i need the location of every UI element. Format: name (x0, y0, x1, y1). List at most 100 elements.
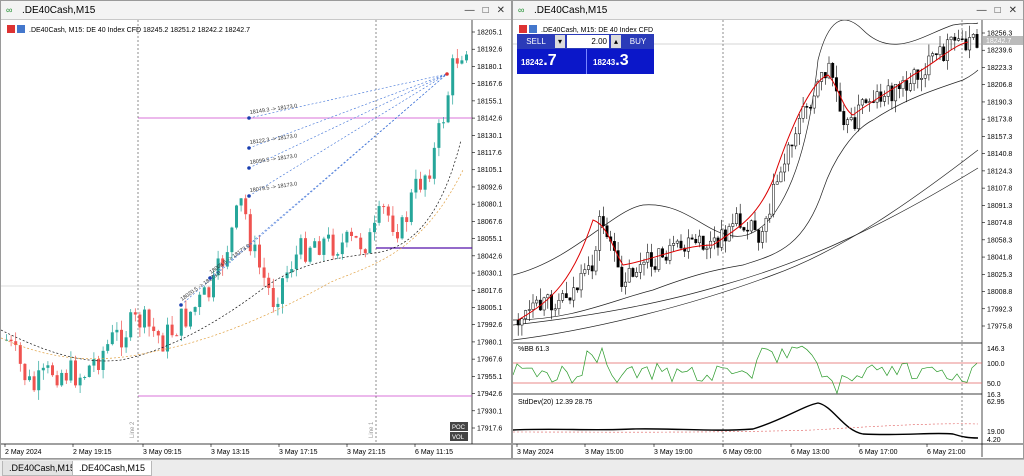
right-chart-svg[interactable]: .DE40Cash, M15: DE 40 Index CFD 18256.31… (512, 19, 1023, 458)
candle (661, 248, 664, 258)
sell-price[interactable]: 18242.7 (521, 52, 557, 70)
target-fan-line (248, 73, 448, 197)
candle (106, 344, 110, 351)
price-tick-label: 18055.1 (477, 236, 502, 243)
right-chart-window[interactable]: ∞ .DE40Cash,M15 — □ ✕ .DE40Cash, M15: DE… (512, 0, 1024, 459)
candle (244, 198, 248, 215)
indicator-icon (519, 25, 527, 33)
candle (336, 254, 340, 256)
time-tick-label: 6 May 13:00 (791, 449, 830, 456)
left-chart-window[interactable]: ∞ .DE40Cash,M15 — □ ✕ .DE40Cash, M15: DE… (0, 0, 512, 459)
candle (646, 252, 650, 263)
chart-tab-active[interactable]: .DE40Cash,M15 (72, 461, 153, 476)
window-controls[interactable]: — □ ✕ (465, 5, 505, 16)
candle (550, 294, 553, 311)
target-point[interactable] (208, 276, 212, 280)
vol-label: VOL (452, 435, 465, 441)
stddev-tick-label: 62.95 (987, 399, 1005, 406)
candle (442, 122, 445, 124)
close-icon[interactable]: ✕ (1008, 4, 1017, 16)
candle (838, 90, 842, 112)
candle (345, 231, 349, 243)
price-tick-label: 18017.6 (477, 288, 502, 295)
chart-tab[interactable]: .DE40Cash,M15 (2, 461, 83, 476)
candle (531, 302, 535, 310)
poc-button[interactable] (450, 422, 468, 431)
current-price-tag (983, 36, 1023, 45)
minimize-icon[interactable]: — (464, 4, 475, 16)
candle (437, 123, 441, 148)
candle (772, 183, 775, 215)
time-tick-label: 3 May 17:15 (279, 449, 318, 456)
price-tick-label: 17992.3 (987, 306, 1012, 313)
candle (575, 287, 579, 291)
candle (239, 198, 243, 206)
target-point[interactable] (179, 303, 183, 307)
candle (938, 46, 942, 56)
maximize-icon[interactable]: □ (994, 4, 1001, 16)
price-tick-label: 18239.6 (987, 48, 1012, 55)
candle (783, 163, 787, 173)
candle (87, 365, 91, 378)
left-window-titlebar[interactable]: ∞ .DE40Cash,M15 — □ ✕ (1, 1, 511, 20)
price-tick-label: 18173.8 (987, 117, 1012, 124)
candle (805, 106, 809, 108)
candle (382, 206, 386, 208)
candle (41, 367, 45, 371)
volume-down-icon[interactable]: ▾ (555, 35, 565, 48)
close-icon[interactable]: ✕ (496, 4, 505, 16)
price-tick-label: 17917.6 (477, 426, 502, 433)
target-price-point (445, 72, 449, 76)
candle (28, 376, 31, 381)
candle (864, 99, 868, 103)
poc-label: POC (452, 425, 466, 431)
candle (161, 335, 165, 352)
target-point[interactable] (247, 146, 251, 150)
candle (359, 237, 363, 250)
candle (557, 300, 561, 309)
price-tick-label: 18124.3 (987, 168, 1012, 175)
bb-axis: 146.3 100.0 50.0 16.3 (987, 346, 1005, 399)
candle (516, 319, 520, 326)
candle (124, 337, 128, 348)
one-click-trade-panel[interactable]: SELL ▾ 2.00 ▴ BUY 18242.7 18243.3 (517, 34, 654, 74)
candle (746, 229, 750, 232)
buy-price[interactable]: 18243.3 (593, 52, 629, 70)
price-tick-label: 18025.3 (987, 272, 1012, 279)
time-tick-label: 3 May 15:00 (585, 449, 624, 456)
left-chart-svg[interactable]: .DE40Cash, M15: DE 40 Index CFD 18245.2 … (0, 20, 511, 458)
left-chart-canvas[interactable]: .DE40Cash, M15: DE 40 Index CFD 18245.2 … (0, 20, 511, 460)
sell-button[interactable]: SELL (519, 35, 553, 48)
candle (945, 39, 949, 61)
candle (377, 206, 381, 223)
buy-button[interactable]: BUY (623, 35, 653, 48)
candle (78, 377, 82, 386)
bb-upper-band (512, 19, 979, 276)
candle (964, 38, 968, 51)
candle (953, 36, 957, 41)
target-point[interactable] (247, 194, 251, 198)
candle (386, 206, 390, 216)
candle (276, 303, 280, 308)
volume-input[interactable]: 2.00 (567, 35, 609, 48)
vol-button[interactable] (450, 432, 468, 441)
window-controls[interactable]: — □ ✕ (977, 5, 1017, 16)
maximize-icon[interactable]: □ (482, 4, 489, 16)
candle (175, 335, 179, 337)
price-tick-label: 18058.3 (987, 237, 1012, 244)
candle (957, 38, 960, 41)
target-point[interactable] (247, 116, 251, 120)
candle (916, 69, 920, 80)
stddev-tick-label: 19.00 (987, 429, 1005, 436)
volume-up-icon[interactable]: ▴ (611, 35, 621, 48)
chart-icon: ∞ (518, 5, 525, 15)
right-chart-canvas[interactable]: .DE40Cash, M15: DE 40 Index CFD 18256.3 1… (512, 19, 1023, 460)
right-window-titlebar[interactable]: ∞ .DE40Cash,M15 — □ ✕ (513, 1, 1023, 20)
candle (579, 273, 583, 291)
candle (797, 118, 801, 135)
candle (156, 331, 160, 336)
candle (230, 227, 234, 253)
target-point[interactable] (247, 166, 251, 170)
minimize-icon[interactable]: — (976, 4, 987, 16)
candle (520, 318, 524, 326)
